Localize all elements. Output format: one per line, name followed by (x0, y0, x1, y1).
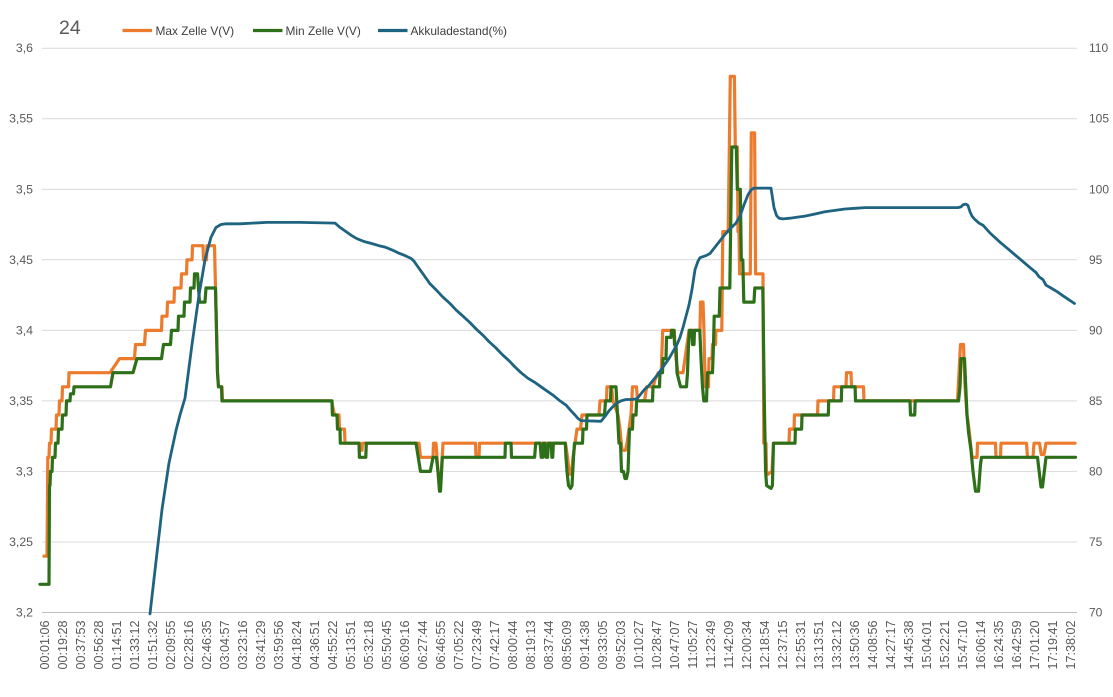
svg-text:00:01:06: 00:01:06 (38, 621, 52, 670)
svg-text:70: 70 (1089, 606, 1103, 620)
svg-text:04:36:51: 04:36:51 (308, 621, 322, 670)
svg-text:13:50:36: 13:50:36 (848, 621, 862, 670)
svg-text:10:47:07: 10:47:07 (668, 621, 682, 670)
svg-text:100: 100 (1089, 182, 1109, 196)
svg-text:3,6: 3,6 (16, 41, 33, 55)
svg-text:3,4: 3,4 (16, 323, 33, 337)
svg-text:16:24:35: 16:24:35 (992, 621, 1006, 670)
svg-text:17:19:41: 17:19:41 (1046, 621, 1060, 670)
svg-text:13:32:12: 13:32:12 (830, 621, 844, 670)
svg-text:14:08:56: 14:08:56 (866, 621, 880, 670)
svg-text:Max Zelle V(V): Max Zelle V(V) (156, 24, 235, 38)
svg-text:12:18:54: 12:18:54 (758, 621, 772, 670)
svg-text:02:46:35: 02:46:35 (200, 621, 214, 670)
svg-text:3,35: 3,35 (9, 394, 33, 408)
svg-text:17:01:20: 17:01:20 (1028, 621, 1042, 670)
svg-text:90: 90 (1089, 323, 1103, 337)
svg-text:110: 110 (1089, 41, 1108, 55)
svg-text:08:56:09: 08:56:09 (560, 621, 574, 670)
svg-text:09:33:05: 09:33:05 (596, 621, 610, 670)
svg-text:02:09:55: 02:09:55 (164, 621, 178, 670)
svg-text:105: 105 (1089, 112, 1109, 126)
svg-text:95: 95 (1089, 253, 1103, 267)
svg-text:3,5: 3,5 (16, 182, 33, 196)
svg-text:09:52:03: 09:52:03 (614, 621, 628, 670)
svg-text:00:56:28: 00:56:28 (92, 621, 106, 670)
svg-text:01:51:32: 01:51:32 (146, 621, 160, 670)
svg-text:Min Zelle V(V): Min Zelle V(V) (286, 24, 361, 38)
svg-text:12:55:31: 12:55:31 (794, 621, 808, 670)
svg-text:05:32:18: 05:32:18 (362, 621, 376, 670)
svg-text:07:05:22: 07:05:22 (452, 621, 466, 670)
svg-text:80: 80 (1089, 464, 1103, 478)
svg-text:10:28:47: 10:28:47 (650, 621, 664, 670)
svg-text:16:06:14: 16:06:14 (974, 621, 988, 670)
svg-text:05:13:51: 05:13:51 (344, 621, 358, 670)
svg-text:85: 85 (1089, 394, 1103, 408)
svg-text:06:27:44: 06:27:44 (416, 621, 430, 670)
svg-text:05:50:45: 05:50:45 (380, 621, 394, 670)
svg-text:3,45: 3,45 (9, 253, 33, 267)
svg-text:14:45:38: 14:45:38 (902, 621, 916, 670)
svg-text:06:46:55: 06:46:55 (434, 621, 448, 670)
svg-text:3,3: 3,3 (16, 464, 33, 478)
svg-text:07:42:17: 07:42:17 (488, 621, 502, 670)
svg-text:24: 24 (59, 17, 81, 39)
svg-text:03:04:57: 03:04:57 (218, 621, 232, 670)
svg-text:15:04:01: 15:04:01 (920, 621, 934, 670)
svg-text:09:14:38: 09:14:38 (578, 621, 592, 670)
svg-text:17:38:02: 17:38:02 (1064, 621, 1078, 670)
svg-text:03:23:16: 03:23:16 (236, 621, 250, 670)
svg-text:02:28:16: 02:28:16 (182, 621, 196, 670)
svg-text:08:37:44: 08:37:44 (542, 621, 556, 670)
svg-text:04:18:24: 04:18:24 (290, 621, 304, 670)
svg-text:07:23:49: 07:23:49 (470, 621, 484, 670)
svg-text:3,25: 3,25 (9, 535, 33, 549)
svg-text:01:14:51: 01:14:51 (110, 621, 124, 670)
svg-text:75: 75 (1089, 535, 1103, 549)
svg-text:11:05:27: 11:05:27 (686, 621, 700, 669)
svg-text:01:33:12: 01:33:12 (128, 621, 142, 670)
svg-text:13:13:51: 13:13:51 (812, 621, 826, 670)
svg-text:10:10:27: 10:10:27 (632, 621, 646, 670)
svg-text:04:55:22: 04:55:22 (326, 621, 340, 670)
svg-text:3,55: 3,55 (9, 112, 33, 126)
svg-text:11:23:49: 11:23:49 (704, 621, 718, 669)
svg-text:16:42:59: 16:42:59 (1010, 621, 1024, 670)
svg-text:15:47:10: 15:47:10 (956, 621, 970, 670)
svg-text:12:00:34: 12:00:34 (740, 621, 754, 670)
svg-text:00:19:28: 00:19:28 (56, 621, 70, 670)
svg-text:00:37:53: 00:37:53 (74, 621, 88, 670)
svg-text:14:27:17: 14:27:17 (884, 621, 898, 670)
svg-text:06:09:16: 06:09:16 (398, 621, 412, 670)
svg-text:15:22:21: 15:22:21 (938, 621, 952, 670)
svg-text:3,2: 3,2 (16, 606, 33, 620)
svg-text:03:59:56: 03:59:56 (272, 621, 286, 670)
svg-text:08:00:44: 08:00:44 (506, 621, 520, 670)
svg-text:11:42:09: 11:42:09 (722, 621, 736, 669)
svg-text:03:41:29: 03:41:29 (254, 621, 268, 670)
svg-text:12:37:15: 12:37:15 (776, 621, 790, 670)
svg-text:Akkuladestand(%): Akkuladestand(%) (411, 24, 508, 38)
svg-text:08:19:13: 08:19:13 (524, 621, 538, 670)
